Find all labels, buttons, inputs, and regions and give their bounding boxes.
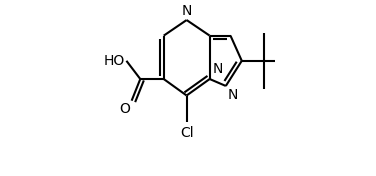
Text: N: N <box>227 88 238 102</box>
Text: O: O <box>119 102 130 117</box>
Text: N: N <box>212 62 223 76</box>
Text: HO: HO <box>103 54 125 68</box>
Text: N: N <box>182 4 192 18</box>
Text: Cl: Cl <box>180 126 193 140</box>
